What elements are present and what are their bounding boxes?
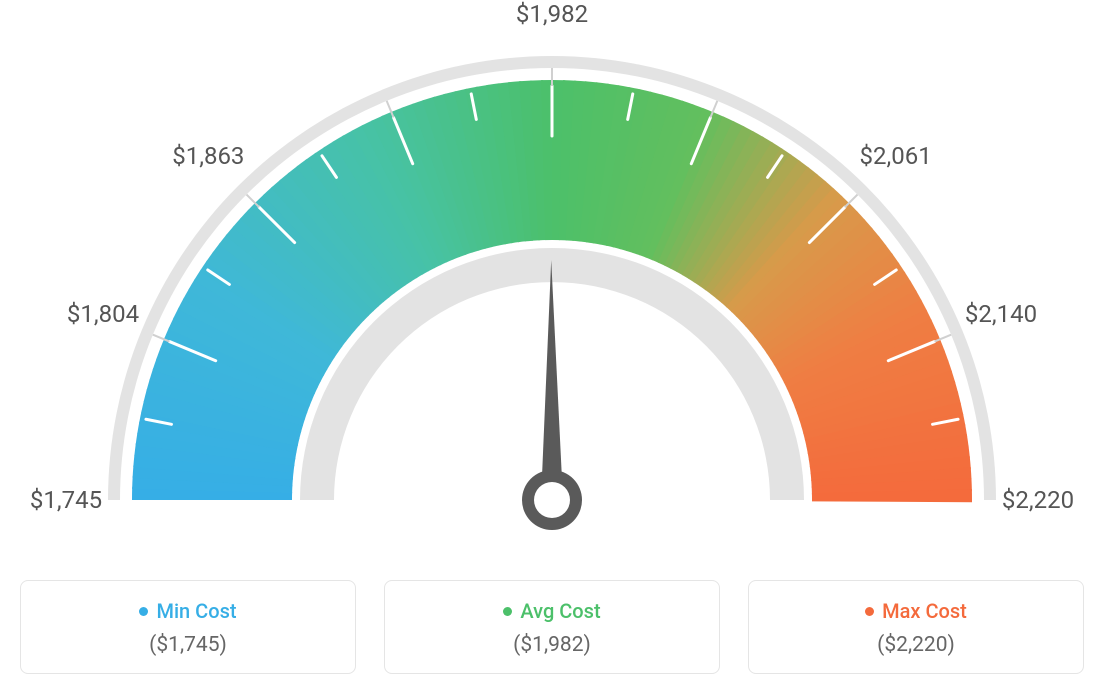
legend-card-avg: Avg Cost ($1,982) <box>384 580 720 674</box>
gauge-svg <box>20 20 1084 560</box>
tick-label: $1,982 <box>516 0 588 28</box>
legend-title-max: Max Cost <box>865 599 967 623</box>
legend-card-min: Min Cost ($1,745) <box>20 580 356 674</box>
legend-value-max: ($2,220) <box>759 633 1073 657</box>
legend-row: Min Cost ($1,745) Avg Cost ($1,982) Max … <box>20 580 1084 674</box>
legend-title-text: Min Cost <box>156 599 236 623</box>
bullet-icon <box>503 607 512 616</box>
tick-label: $2,220 <box>1002 486 1074 514</box>
legend-title-text: Max Cost <box>882 599 967 623</box>
legend-title-min: Min Cost <box>139 599 236 623</box>
legend-title-text: Avg Cost <box>520 599 600 623</box>
legend-title-avg: Avg Cost <box>503 599 600 623</box>
tick-label: $1,804 <box>67 300 139 328</box>
tick-label: $1,863 <box>172 142 244 170</box>
bullet-icon <box>139 607 148 616</box>
tick-label: $2,061 <box>860 142 932 170</box>
legend-value-avg: ($1,982) <box>395 633 709 657</box>
legend-value-min: ($1,745) <box>31 633 345 657</box>
tick-label: $1,745 <box>30 486 102 514</box>
gauge-chart: $1,745$1,804$1,863$1,982$2,061$2,140$2,2… <box>20 20 1084 560</box>
bullet-icon <box>865 607 874 616</box>
legend-card-max: Max Cost ($2,220) <box>748 580 1084 674</box>
tick-label: $2,140 <box>965 300 1037 328</box>
